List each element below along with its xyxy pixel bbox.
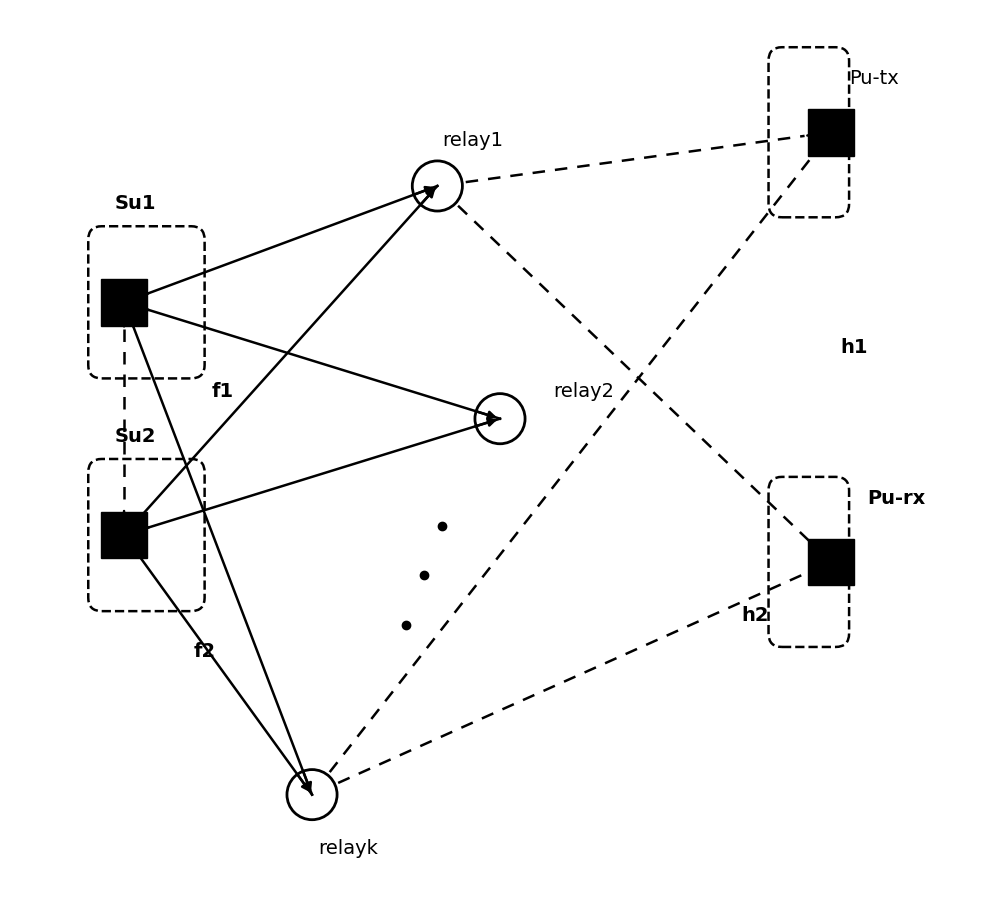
- Bar: [808, 539, 854, 585]
- Text: relay1: relay1: [443, 131, 504, 150]
- Text: f1: f1: [211, 383, 234, 402]
- Bar: [101, 512, 147, 558]
- Bar: [808, 109, 854, 155]
- Text: Pu-rx: Pu-rx: [867, 489, 925, 508]
- Text: Su2: Su2: [115, 426, 157, 445]
- Text: relayk: relayk: [318, 839, 378, 858]
- Bar: [101, 279, 147, 325]
- Text: h2: h2: [742, 606, 769, 625]
- Text: Pu-tx: Pu-tx: [849, 68, 899, 87]
- Text: f2: f2: [194, 642, 216, 661]
- Text: relay2: relay2: [554, 383, 615, 402]
- Text: h1: h1: [840, 337, 868, 356]
- Text: Su1: Su1: [115, 194, 157, 213]
